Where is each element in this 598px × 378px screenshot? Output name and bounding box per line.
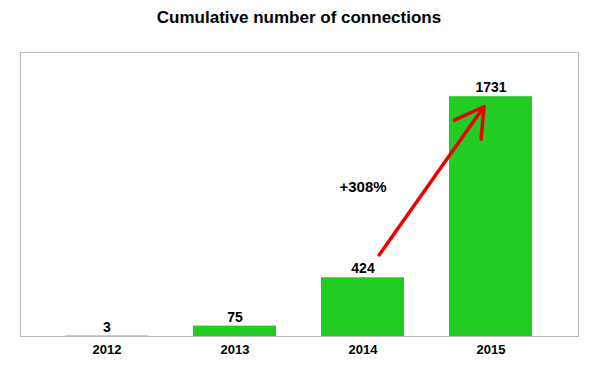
html-text:Cumulative number of connectio: Cumulative number of connections bbox=[156, 8, 442, 27]
svg-text:1731: 1731 bbox=[475, 79, 506, 95]
svg-text:+308%: +308% bbox=[339, 178, 386, 195]
svg-text:3: 3 bbox=[103, 319, 111, 335]
svg-text:2012: 2012 bbox=[93, 342, 122, 357]
svg-text:2014: 2014 bbox=[349, 342, 379, 357]
svg-text:424: 424 bbox=[351, 260, 375, 276]
svg-text:2013: 2013 bbox=[221, 342, 250, 357]
svg-text:2015: 2015 bbox=[477, 342, 506, 357]
svg-text:75: 75 bbox=[227, 309, 243, 325]
